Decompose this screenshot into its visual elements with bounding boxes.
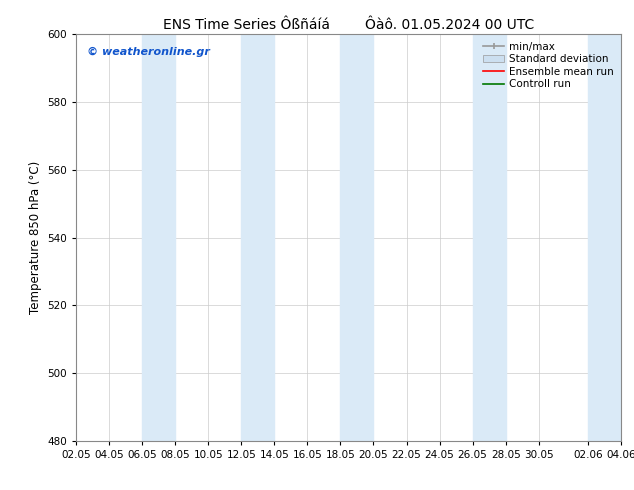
Legend: min/max, Standard deviation, Ensemble mean run, Controll run: min/max, Standard deviation, Ensemble me… [481, 40, 616, 92]
Title: ENS Time Series Ôßñáíá        Ôàô. 01.05.2024 00 UTC: ENS Time Series Ôßñáíá Ôàô. 01.05.2024 0… [163, 18, 534, 32]
Y-axis label: Temperature 850 hPa (°C): Temperature 850 hPa (°C) [29, 161, 42, 314]
Bar [242, 34, 275, 441]
Bar [588, 34, 621, 441]
Bar [142, 34, 175, 441]
Text: © weatheronline.gr: © weatheronline.gr [87, 47, 210, 56]
Bar [340, 34, 373, 441]
Bar [472, 34, 506, 441]
